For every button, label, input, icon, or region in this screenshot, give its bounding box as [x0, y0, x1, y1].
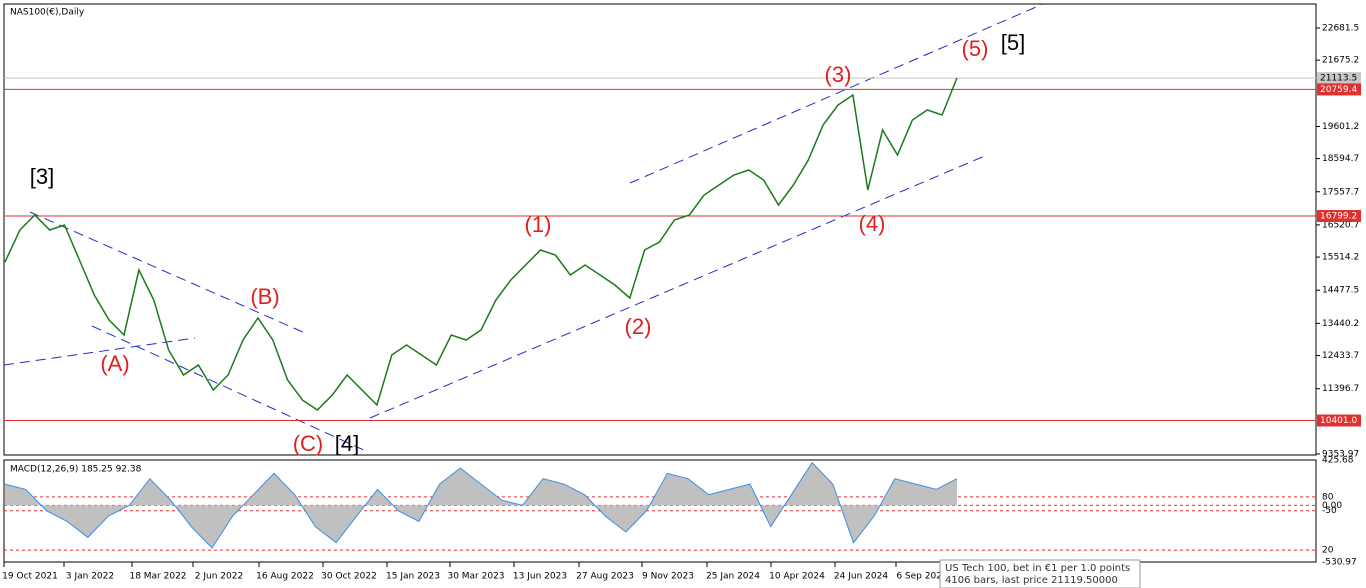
macd-tick-label: -50: [1322, 506, 1337, 516]
macd-tick-label: -530.97: [1322, 558, 1357, 568]
level-label: 20759.4: [1320, 85, 1357, 95]
x-tick-label: 6 Sep 2024: [896, 572, 948, 582]
macd-tick-label: 425.68: [1322, 456, 1354, 466]
x-tick-label: 27 Aug 2023: [576, 572, 634, 582]
level-box: [1317, 210, 1361, 223]
y-tick-label: 16520.7: [1322, 220, 1359, 230]
y-tick-label: 12433.7: [1322, 351, 1359, 361]
chart-title: NAS100(€),Daily: [10, 8, 85, 18]
wave-label: (3): [825, 62, 852, 87]
macd-tick-label: 20: [1322, 546, 1334, 556]
macd-tick-label: 0.00: [1322, 501, 1342, 511]
macd-label: MACD(12,26,9) 185.25 92.38: [10, 465, 142, 475]
level-label: 21113.5: [1320, 74, 1357, 84]
macd-line: [4, 461, 958, 549]
x-tick-label: 16 Aug 2022: [256, 572, 314, 582]
macd-tick-label: 80: [1322, 492, 1334, 502]
main-panel: [3, 3, 1317, 456]
info-text: 4106 bars, last price 21119.50000: [945, 575, 1118, 586]
y-tick-label: 19601.2: [1322, 122, 1359, 132]
level-box: [1317, 414, 1361, 427]
x-tick-label: 19 Oct 2021: [2, 572, 58, 582]
level-label: 10401.0: [1320, 416, 1357, 426]
wave-label: (B): [250, 284, 279, 309]
y-tick-label: 17557.7: [1322, 187, 1359, 197]
x-tick-label: 15 Jan 2023: [386, 572, 440, 582]
channel-lines: [3, 3, 1044, 453]
info-text: US Tech 100, bet in €1 per 1.0 points: [945, 563, 1130, 574]
wave-label: (C): [293, 431, 324, 456]
y-tick-label: 14477.5: [1322, 286, 1359, 296]
wave-label: (5): [962, 36, 989, 61]
y-tick-label: 11396.7: [1322, 384, 1359, 394]
y-tick-label: 15514.2: [1322, 253, 1359, 263]
info-box: [939, 559, 1141, 588]
macd-histogram: [5, 462, 957, 548]
x-tick-label: 3 Jan 2022: [66, 572, 114, 582]
wave-label: [5]: [1001, 30, 1025, 55]
x-tick-label: 25 Jan 2024: [706, 572, 760, 582]
price-line: [4, 77, 958, 411]
x-tick-label: 10 Apr 2024: [769, 572, 825, 582]
x-tick-label: 30 Mar 2023: [447, 572, 504, 582]
x-tick-label: 24 Jun 2024: [834, 572, 888, 582]
x-tick-label: 2 Jun 2022: [195, 572, 243, 582]
level-box: [1317, 72, 1361, 85]
wave-label: [4]: [335, 431, 359, 456]
level-box: [1317, 83, 1361, 96]
y-tick-label: 22681.5: [1322, 23, 1359, 33]
x-tick-label: 18 Mar 2022: [129, 572, 186, 582]
wave-label: (2): [625, 314, 652, 339]
y-tick-label: 13440.2: [1322, 319, 1359, 329]
y-tick-label: 18594.7: [1322, 154, 1359, 164]
x-tick-label: 30 Oct 2022: [321, 572, 377, 582]
x-tick-label: 9 Nov 2023: [642, 572, 694, 582]
wave-label: (4): [859, 211, 886, 236]
y-tick-label: 9353.97: [1322, 449, 1359, 459]
x-tick-label: 13 Jun 2023: [513, 572, 567, 582]
wave-label: (A): [100, 351, 129, 376]
wave-label: [3]: [30, 164, 54, 189]
wave-label: (1): [525, 212, 552, 237]
level-label: 16799.2: [1320, 212, 1357, 222]
y-tick-label: 21675.2: [1322, 56, 1359, 66]
